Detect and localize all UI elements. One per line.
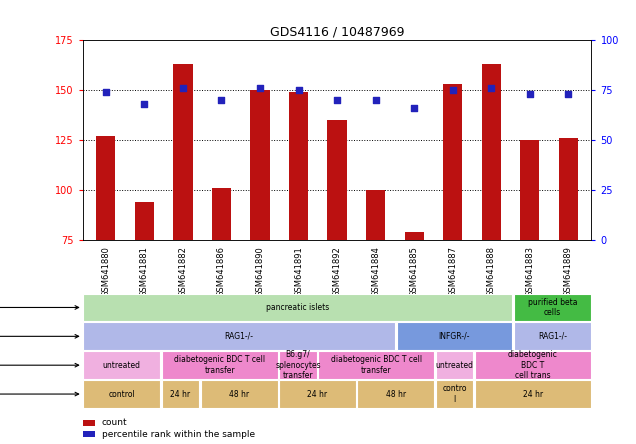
Text: untreated: untreated: [436, 361, 473, 370]
Point: [255, 84, 265, 91]
Text: diabetogenic
BDC T
cell trans: diabetogenic BDC T cell trans: [508, 350, 558, 380]
Text: INFGR-/-: INFGR-/-: [439, 332, 470, 341]
Bar: [135, 202, 154, 240]
Bar: [279, 380, 356, 408]
Bar: [328, 120, 347, 240]
Bar: [251, 90, 270, 240]
Point: [293, 87, 303, 94]
Title: GDS4116 / 10487969: GDS4116 / 10487969: [270, 26, 404, 39]
Point: [139, 100, 149, 107]
Bar: [173, 64, 193, 240]
Bar: [475, 380, 591, 408]
Point: [332, 96, 342, 103]
Text: B6.g7/
splenocytes
transfer: B6.g7/ splenocytes transfer: [275, 350, 321, 380]
Bar: [366, 190, 385, 240]
Bar: [404, 232, 424, 240]
Bar: [83, 431, 95, 437]
Text: 24 hr: 24 hr: [170, 389, 191, 399]
Bar: [481, 64, 501, 240]
Bar: [201, 380, 277, 408]
Bar: [514, 322, 591, 350]
Bar: [475, 351, 591, 379]
Bar: [83, 293, 513, 321]
Text: purified beta
cells: purified beta cells: [528, 298, 577, 317]
Text: control: control: [109, 389, 135, 399]
Text: 24 hr: 24 hr: [523, 389, 543, 399]
Text: untreated: untreated: [103, 361, 141, 370]
Text: genotype/variation: genotype/variation: [0, 332, 79, 341]
Bar: [436, 380, 473, 408]
Bar: [397, 322, 513, 350]
Bar: [162, 351, 277, 379]
Bar: [83, 380, 160, 408]
Text: contro
l: contro l: [442, 385, 467, 404]
Point: [525, 91, 535, 98]
Text: 48 hr: 48 hr: [385, 389, 406, 399]
Bar: [357, 380, 434, 408]
Text: cell type: cell type: [0, 303, 79, 312]
Bar: [83, 322, 395, 350]
Point: [216, 96, 226, 103]
Point: [371, 96, 381, 103]
Point: [563, 91, 574, 98]
Point: [100, 88, 111, 95]
Bar: [289, 92, 308, 240]
Bar: [558, 138, 578, 240]
Text: count: count: [102, 418, 127, 428]
Text: 48 hr: 48 hr: [229, 389, 249, 399]
Bar: [83, 420, 95, 426]
Text: RAG1-/-: RAG1-/-: [225, 332, 254, 341]
Point: [178, 84, 188, 91]
Bar: [96, 136, 116, 240]
Bar: [318, 351, 434, 379]
Text: pancreatic islets: pancreatic islets: [266, 303, 329, 312]
Text: diabetogenic BDC T cell
transfer: diabetogenic BDC T cell transfer: [174, 356, 265, 375]
Bar: [83, 351, 160, 379]
Bar: [520, 140, 539, 240]
Bar: [162, 380, 199, 408]
Point: [409, 104, 419, 111]
Text: diabetogenic BDC T cell
transfer: diabetogenic BDC T cell transfer: [331, 356, 422, 375]
Text: 24 hr: 24 hr: [307, 389, 328, 399]
Point: [448, 87, 458, 94]
Bar: [514, 293, 591, 321]
Text: protocol: protocol: [0, 361, 79, 370]
Point: [486, 84, 496, 91]
Bar: [212, 188, 231, 240]
Bar: [436, 351, 473, 379]
Bar: [443, 84, 462, 240]
Text: time: time: [0, 389, 79, 399]
Text: RAG1-/-: RAG1-/-: [538, 332, 567, 341]
Text: percentile rank within the sample: percentile rank within the sample: [102, 429, 255, 439]
Bar: [279, 351, 317, 379]
